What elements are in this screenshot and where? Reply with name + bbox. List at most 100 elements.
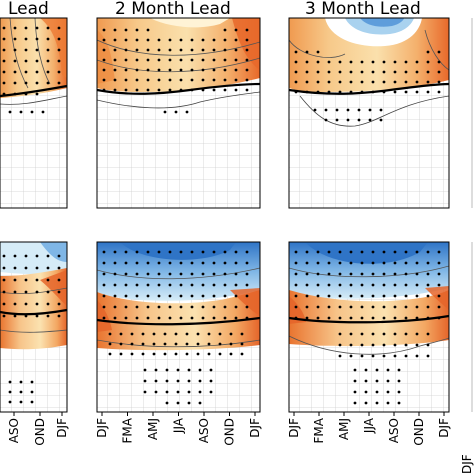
significance-dot [371, 60, 375, 64]
significance-dot [426, 90, 430, 94]
significance-dot [190, 305, 194, 309]
significance-dot [146, 78, 150, 82]
significance-dot [245, 283, 249, 287]
significance-dot [382, 60, 386, 64]
significance-dot [168, 88, 172, 92]
significance-dot [108, 332, 112, 336]
significance-dot [313, 108, 317, 112]
significance-dot [168, 305, 172, 309]
significance-dot [165, 390, 169, 394]
significance-dot [360, 343, 364, 347]
significance-dot [176, 368, 180, 372]
significance-dot [57, 37, 61, 41]
significance-dot [375, 368, 379, 372]
significance-dot [46, 314, 50, 318]
significance-dot [163, 352, 167, 356]
significance-dot [375, 379, 379, 383]
significance-dot [185, 352, 189, 356]
significance-dot [179, 38, 183, 42]
significance-dot [382, 261, 386, 265]
significance-dot [102, 305, 106, 309]
significance-dot [24, 290, 28, 294]
significance-dot [382, 272, 386, 276]
significance-dot [426, 80, 430, 84]
significance-dot [437, 283, 441, 287]
significance-dot [146, 283, 150, 287]
significance-dot [426, 332, 430, 336]
significance-dot [360, 332, 364, 336]
significance-dot [19, 390, 23, 394]
significance-dot [371, 250, 375, 254]
significance-dot [198, 401, 202, 405]
significance-dot [382, 332, 386, 336]
significance-dot [426, 50, 430, 54]
significance-dot [135, 38, 139, 42]
significance-dot [335, 118, 339, 122]
significance-dot [393, 294, 397, 298]
significance-dot [124, 316, 128, 320]
x-tick-label: FMA [312, 417, 326, 443]
x-tick-label: JJA [172, 417, 186, 434]
significance-dot [338, 332, 342, 336]
significance-dot [124, 294, 128, 298]
significance-dot [375, 401, 379, 405]
x-tick-label: JJA [362, 417, 376, 434]
significance-dot [24, 266, 28, 270]
significance-dot [2, 48, 6, 52]
significance-dot [404, 90, 408, 94]
significance-dot [113, 38, 117, 42]
significance-dot [305, 294, 309, 298]
significance-dot [223, 283, 227, 287]
significance-dot [8, 400, 12, 404]
significance-dot [364, 390, 368, 394]
significance-dot [35, 70, 39, 74]
significance-dot [113, 58, 117, 62]
significance-dot [397, 368, 401, 372]
significance-dot [113, 48, 117, 52]
significance-dot [364, 401, 368, 405]
significance-dot [24, 59, 28, 63]
significance-dot [13, 26, 17, 30]
significance-dot [46, 59, 50, 63]
significance-dot [174, 332, 178, 336]
significance-dot [113, 283, 117, 287]
significance-dot [234, 38, 238, 42]
significance-dot [168, 68, 172, 72]
significance-dot [102, 28, 106, 32]
significance-dot [404, 272, 408, 276]
significance-dot [386, 401, 390, 405]
significance-dot [113, 272, 117, 276]
significance-dot [19, 400, 23, 404]
significance-dot [124, 305, 128, 309]
significance-dot [371, 332, 375, 336]
panel2-title: 2 Month Lead [115, 0, 231, 19]
significance-dot [375, 390, 379, 394]
significance-dot [218, 352, 222, 356]
significance-dot [201, 294, 205, 298]
significance-dot [146, 272, 150, 276]
significance-dot [57, 290, 61, 294]
significance-dot [393, 250, 397, 254]
panel-bottom-1 [0, 242, 67, 412]
significance-dot [13, 70, 17, 74]
significance-dot [201, 78, 205, 82]
significance-dot [24, 314, 28, 318]
significance-dot [316, 80, 320, 84]
significance-dot [357, 108, 361, 112]
significance-dot [426, 250, 430, 254]
significance-dot [135, 48, 139, 52]
significance-dot [245, 250, 249, 254]
significance-dot [154, 390, 158, 394]
significance-dot [349, 343, 353, 347]
significance-dot [185, 342, 189, 346]
significance-dot [245, 305, 249, 309]
significance-dot [349, 332, 353, 336]
significance-dot [393, 60, 397, 64]
panel-top-1 [0, 18, 67, 208]
significance-dot [187, 390, 191, 394]
significance-dot [35, 92, 39, 96]
significance-dot [146, 261, 150, 265]
significance-dot [415, 294, 419, 298]
significance-dot [234, 316, 238, 320]
significance-dot [13, 314, 17, 318]
